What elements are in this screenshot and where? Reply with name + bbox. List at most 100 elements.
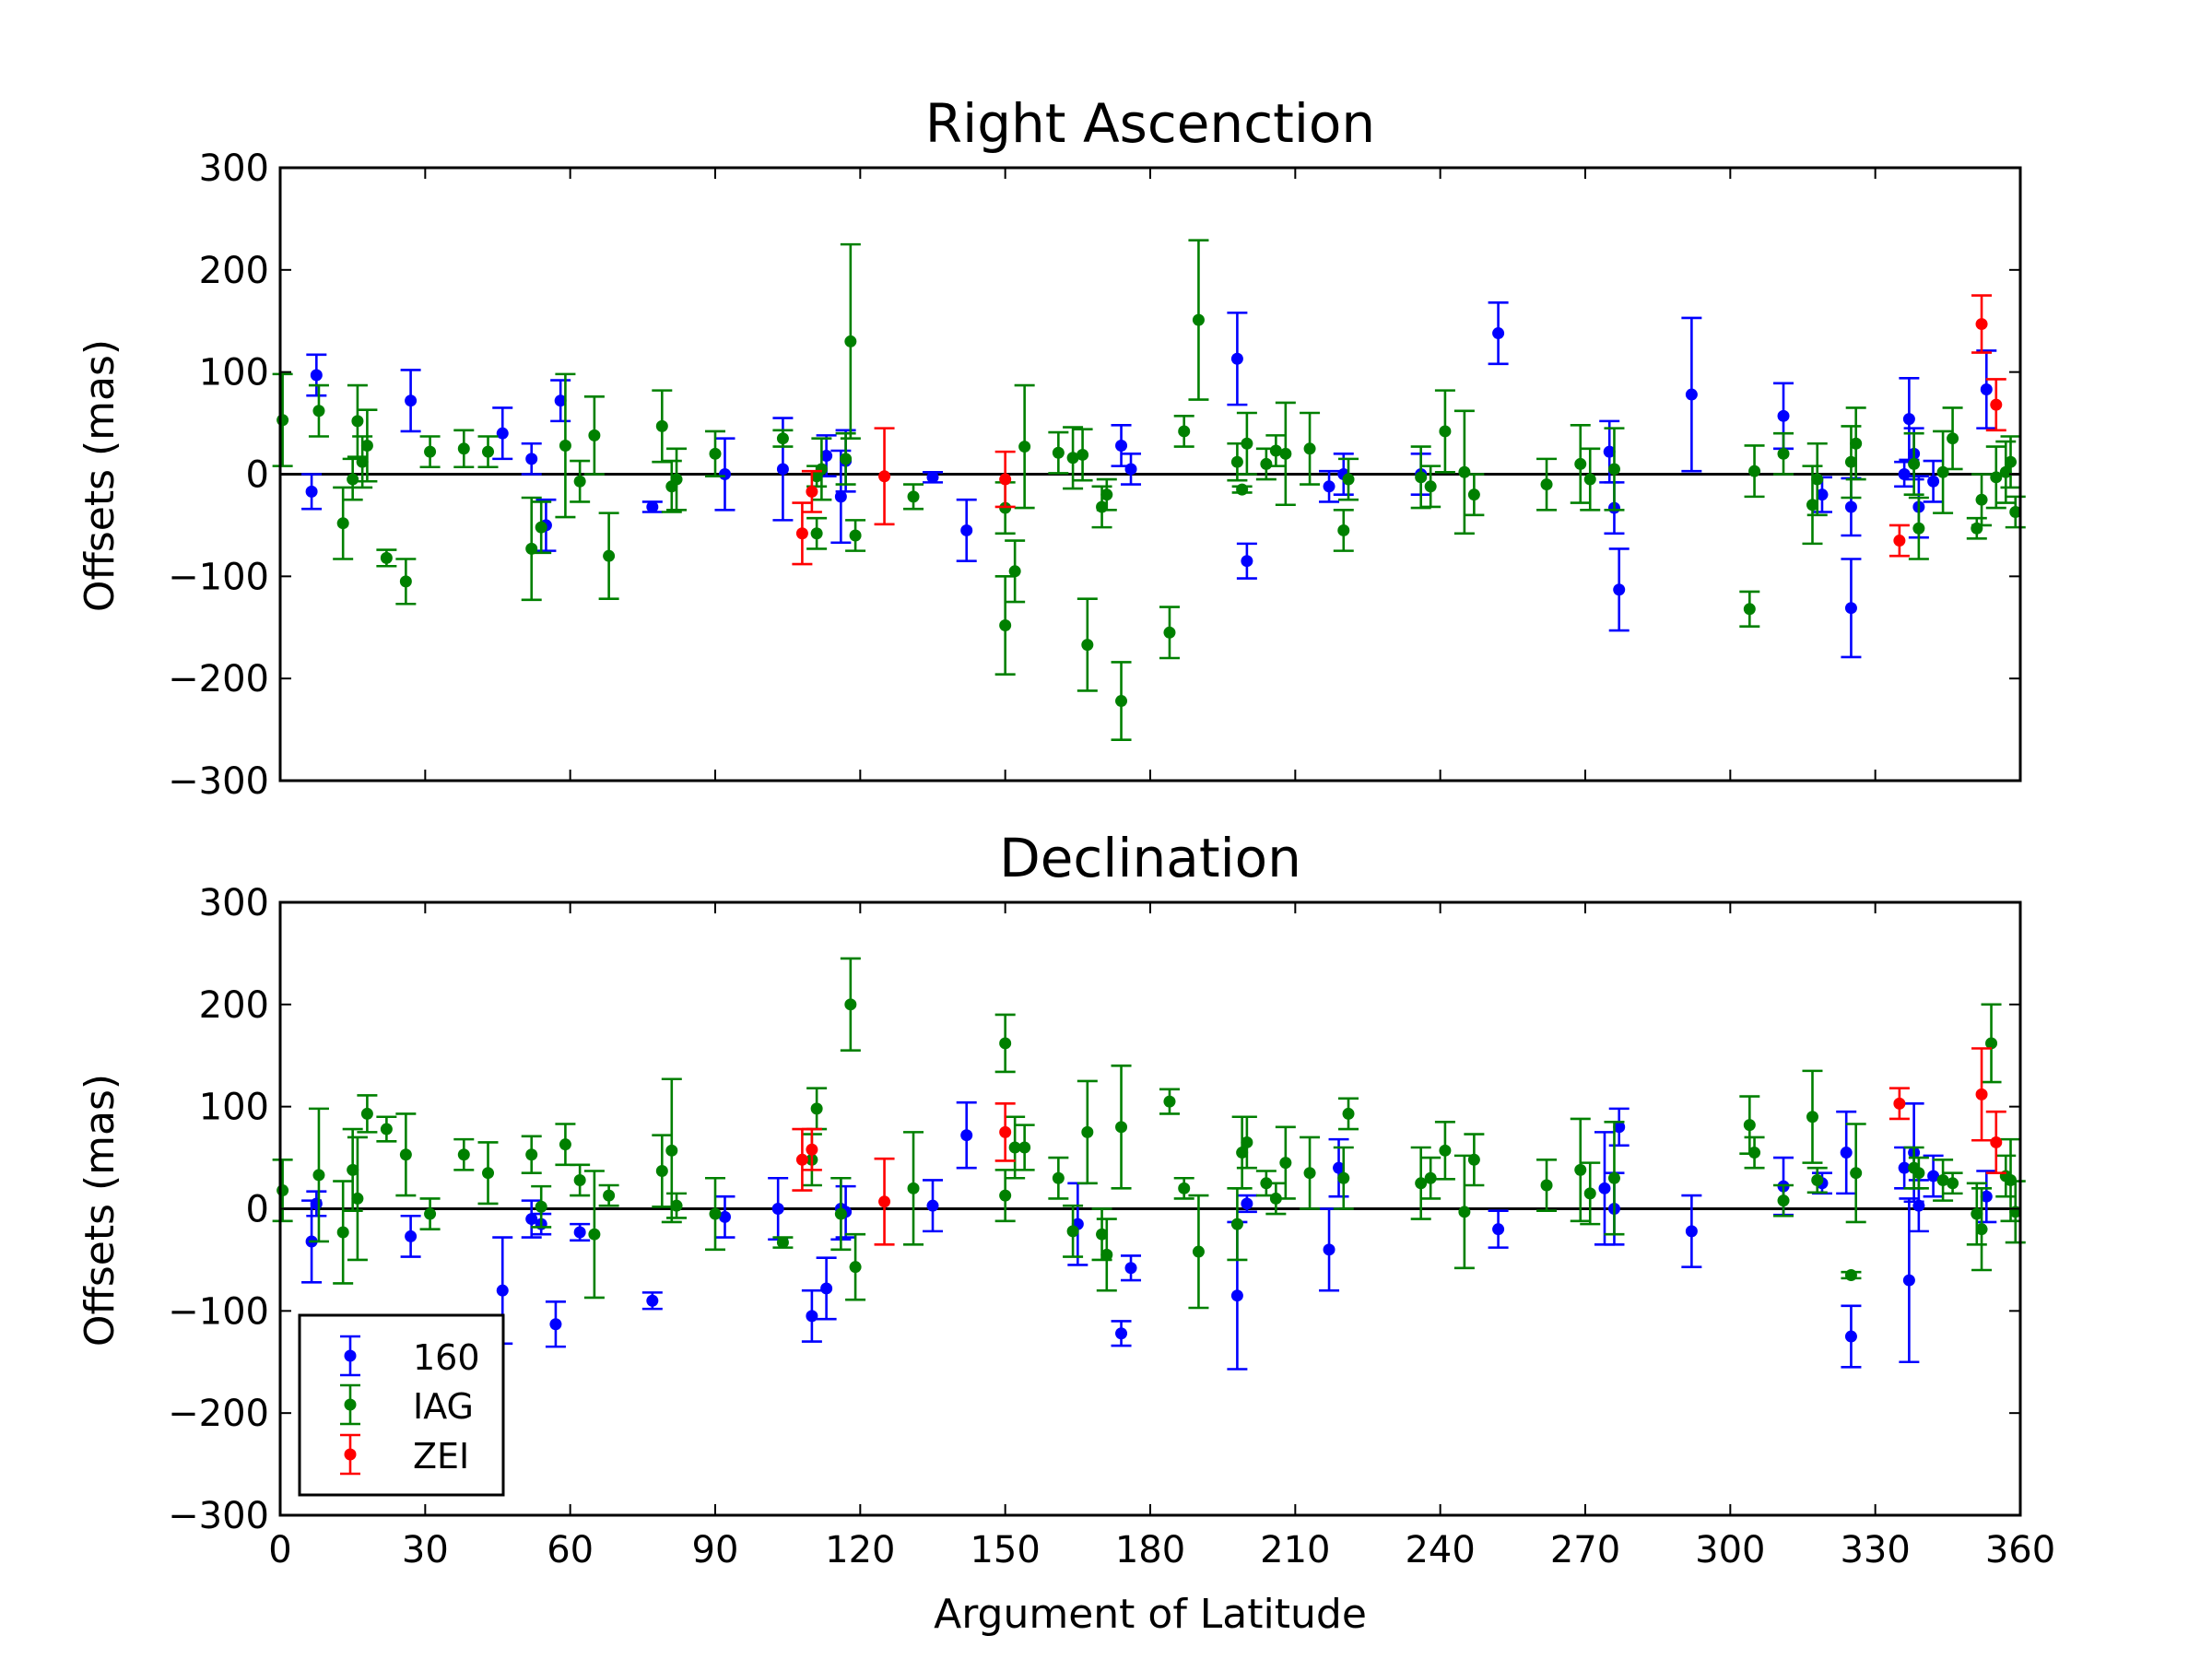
data-marker — [655, 1164, 668, 1177]
data-marker — [1980, 383, 1993, 396]
data-point — [1971, 1047, 1993, 1142]
legend-label-160: 160 — [413, 1337, 480, 1378]
data-point — [1005, 539, 1026, 604]
data-marker — [1492, 1223, 1505, 1236]
data-point — [840, 242, 861, 441]
legend-marker-160 — [340, 1335, 360, 1377]
data-marker — [806, 1310, 818, 1323]
data-point — [792, 1127, 813, 1192]
data-marker — [960, 524, 973, 536]
data-point — [1077, 597, 1098, 692]
ra-series-zei — [792, 294, 2006, 566]
data-marker — [776, 1236, 789, 1249]
data-marker — [1337, 1171, 1350, 1184]
data-marker — [670, 1199, 683, 1212]
data-point — [806, 516, 828, 550]
data-marker — [1990, 398, 2003, 411]
data-marker — [351, 415, 364, 428]
dec-series-iag — [272, 957, 2026, 1310]
data-point — [1608, 547, 1630, 632]
data-marker — [1342, 1107, 1355, 1120]
data-marker — [1415, 471, 1428, 484]
data-point — [1888, 1087, 1910, 1121]
legend-dot — [344, 1398, 357, 1411]
data-marker — [1898, 1161, 1911, 1174]
data-marker — [2009, 506, 2022, 519]
data-marker — [525, 453, 538, 465]
data-marker — [1990, 471, 2003, 484]
data-point — [1048, 430, 1069, 475]
data-point — [1236, 542, 1257, 580]
data-marker — [1806, 499, 1818, 512]
data-point — [661, 1077, 682, 1224]
data-point — [994, 575, 1016, 677]
data-point — [521, 1199, 542, 1239]
data-point — [1802, 1069, 1823, 1164]
data-marker — [1260, 457, 1273, 470]
data-marker — [1844, 602, 1857, 615]
data-marker — [1236, 1147, 1249, 1159]
data-marker — [878, 470, 891, 483]
dec-plot-area: 0 30 60 90 120 150 180 210 240 270 300 330 360 −300 −2… — [168, 882, 2055, 1571]
data-marker — [1936, 1173, 1949, 1186]
data-point — [555, 1123, 576, 1167]
data-marker — [1975, 1088, 1988, 1100]
dec-x-tick-label: 300 — [1695, 1529, 1765, 1571]
data-point — [1488, 1209, 1509, 1249]
data-point — [1275, 401, 1296, 507]
data-marker — [1844, 1330, 1857, 1343]
data-point — [1981, 1003, 2002, 1084]
data-marker — [573, 475, 586, 488]
data-point — [1188, 239, 1209, 401]
data-point — [1014, 383, 1035, 510]
data-marker — [1342, 473, 1355, 486]
data-point — [531, 1184, 552, 1229]
data-point — [308, 1107, 329, 1243]
data-point — [1328, 1137, 1349, 1198]
data-marker — [603, 549, 616, 562]
legend-dot — [344, 1349, 357, 1362]
data-point — [1096, 477, 1117, 512]
data-marker — [1999, 465, 2012, 478]
data-marker — [718, 1210, 731, 1223]
data-point — [357, 408, 378, 483]
data-point — [1063, 1204, 1084, 1258]
data-point — [1942, 406, 1963, 471]
data-marker — [1902, 413, 1915, 426]
dec-series-zei — [792, 1047, 2006, 1246]
data-marker — [1230, 1289, 1243, 1302]
data-point — [1236, 1194, 1257, 1214]
data-point — [1188, 1194, 1209, 1310]
data-marker — [1607, 1171, 1620, 1184]
data-point — [1903, 431, 1924, 496]
data-marker — [1458, 1206, 1471, 1218]
data-point — [1265, 434, 1287, 467]
data-point — [903, 483, 924, 511]
data-point — [1005, 1115, 1026, 1180]
ra-panel-title: Right Ascenction — [925, 92, 1375, 155]
data-point — [521, 1135, 542, 1175]
data-marker — [1124, 1262, 1137, 1275]
data-marker — [310, 369, 323, 382]
data-marker — [1540, 478, 1553, 491]
data-marker — [1777, 1194, 1790, 1207]
data-marker — [1685, 388, 1698, 401]
data-point — [1063, 426, 1084, 490]
data-marker — [496, 1284, 509, 1297]
data-marker — [1115, 1121, 1128, 1134]
data-point — [570, 1163, 591, 1197]
data-marker — [1743, 1119, 1756, 1132]
data-marker — [336, 1226, 349, 1239]
data-marker — [1241, 555, 1253, 568]
data-point — [583, 1170, 605, 1300]
data-point — [1985, 445, 2006, 510]
data-marker — [360, 1107, 373, 1120]
ra-y-tick-label: −100 — [168, 556, 269, 598]
data-point — [923, 470, 943, 484]
data-point — [1971, 294, 1993, 354]
data-marker — [573, 1226, 586, 1239]
data-marker — [1898, 468, 1911, 480]
data-marker — [1980, 1190, 1993, 1203]
data-marker — [405, 1230, 418, 1242]
